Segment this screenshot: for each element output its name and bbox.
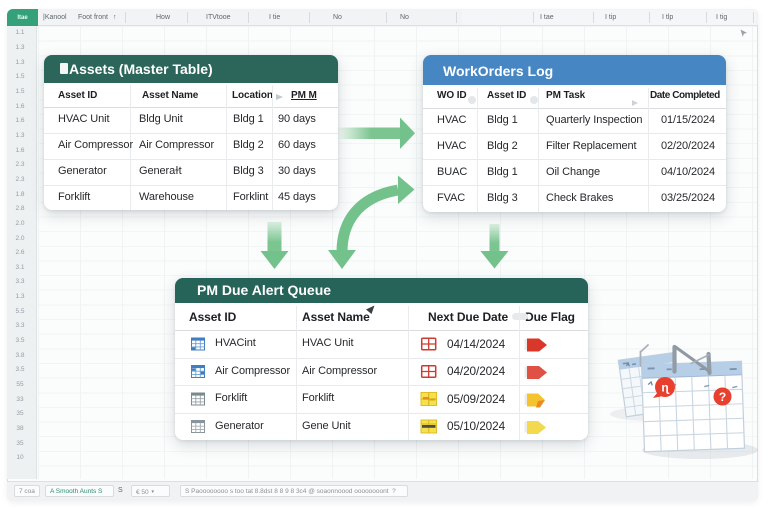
svg-text:ɳ: ɳ (661, 381, 669, 395)
svg-text:?: ? (719, 390, 726, 404)
